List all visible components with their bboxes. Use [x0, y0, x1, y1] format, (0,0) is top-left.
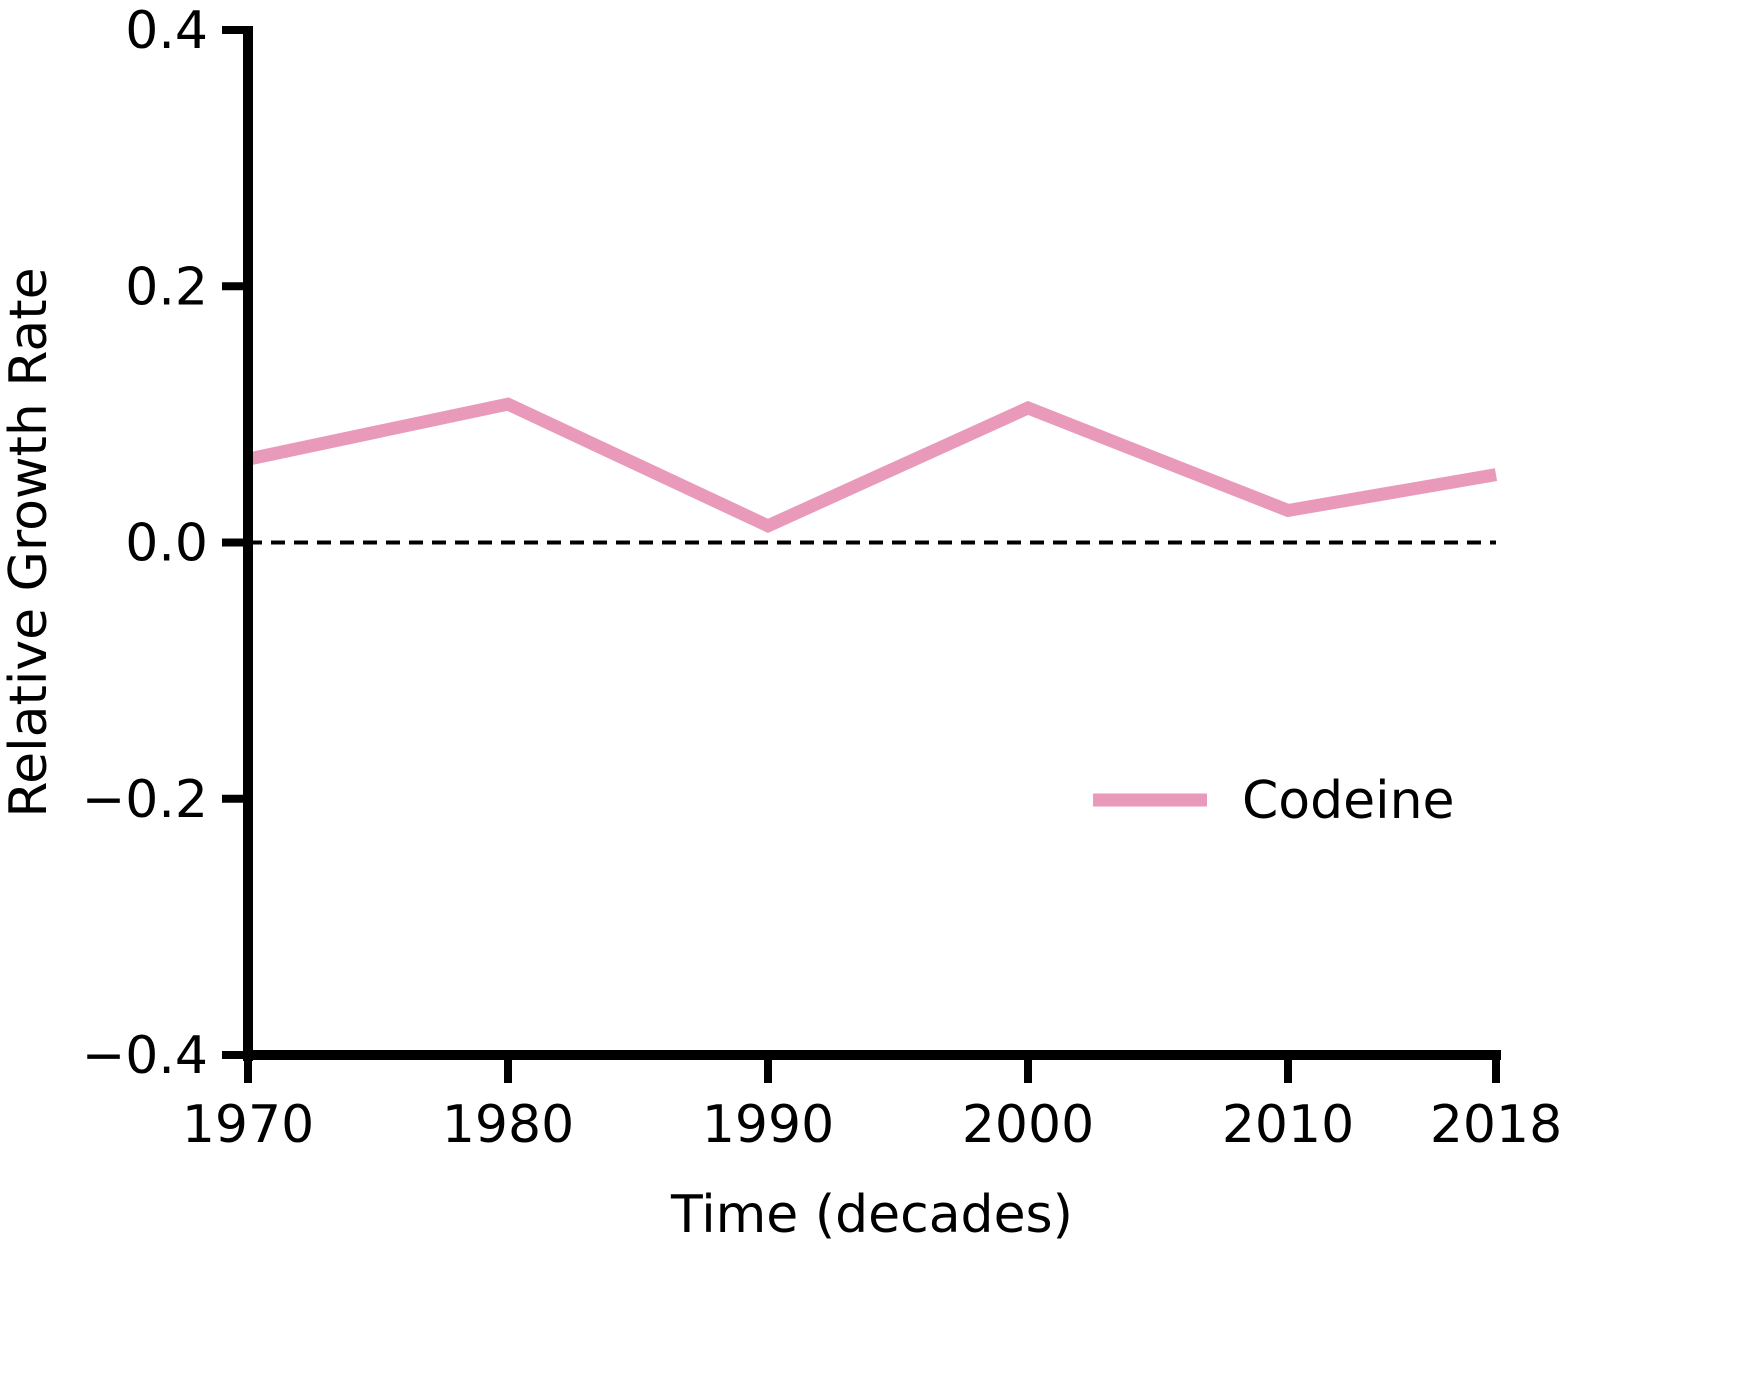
- y-axis-title: Relative Growth Rate: [0, 267, 59, 817]
- series-line-codeine: [246, 397, 1498, 534]
- y-tick-label: 0.2: [125, 257, 208, 317]
- y-tick-label: 0.4: [125, 1, 208, 61]
- x-tick-label: 1990: [702, 1095, 834, 1155]
- x-tick-label: 2018: [1430, 1095, 1562, 1155]
- series-layer: [246, 397, 1498, 534]
- x-tick-label: 1980: [442, 1095, 574, 1155]
- legend: Codeine: [1093, 771, 1455, 831]
- y-tick-label: 0.0: [125, 514, 208, 574]
- x-tick-label: 2000: [962, 1095, 1094, 1155]
- x-tick-label: 1970: [182, 1095, 314, 1155]
- ticks-layer: −0.4 −0.2 0.0 0.2 0.4 1970 1980 1990 2000 2010 201…: [82, 1, 1562, 1155]
- x-axis-title: Time (decades): [670, 1185, 1073, 1245]
- y-tick-label: −0.2: [82, 770, 208, 830]
- legend-label: Codeine: [1242, 771, 1455, 831]
- x-tick-label: 2010: [1222, 1095, 1354, 1155]
- y-tick-label: −0.4: [82, 1026, 208, 1086]
